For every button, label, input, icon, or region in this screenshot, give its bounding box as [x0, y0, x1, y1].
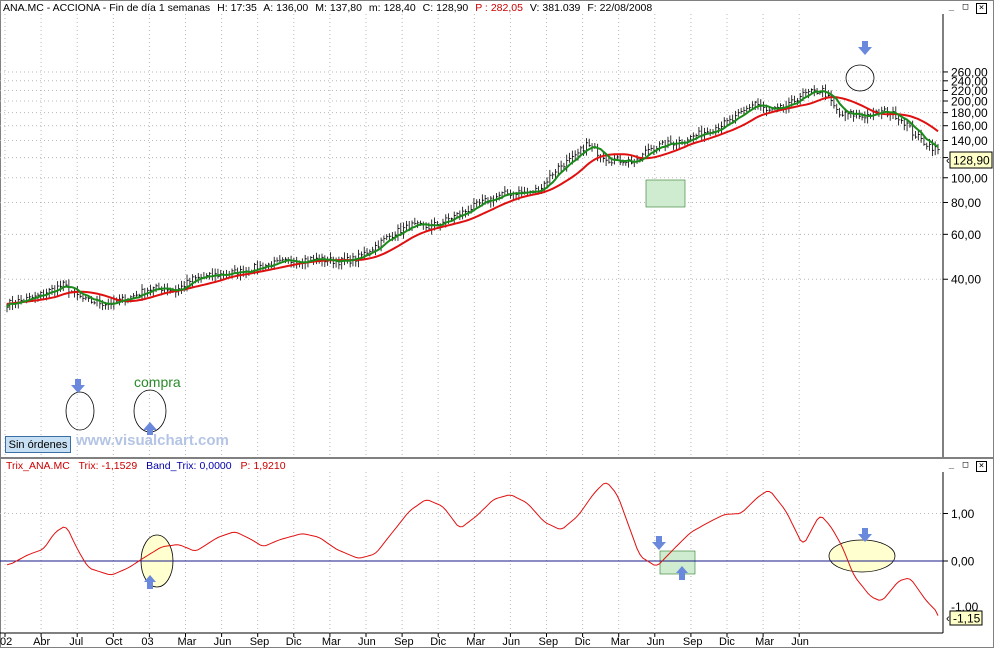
- time-tick-label: 02: [0, 636, 12, 648]
- fast-moving-average-line: [6, 89, 939, 308]
- high-value: 137,80: [330, 2, 362, 14]
- date-label: F:: [587, 2, 596, 14]
- last-price-marker-icon: ‹: [946, 155, 950, 167]
- time-tick-label: Sep: [683, 636, 703, 648]
- consolidation-box: [645, 179, 686, 208]
- symbol-label: ANA.MC - ACCIONA: [3, 2, 100, 14]
- low-value: 128,40: [384, 2, 416, 14]
- price-tick-label: 140,00: [951, 134, 988, 148]
- buy-ellipse-1: [65, 391, 95, 431]
- trix-sell-ellipse: [828, 539, 896, 573]
- time-tick-label: Jun: [214, 636, 232, 648]
- minimize-icon[interactable]: _: [948, 2, 955, 12]
- time-tick-label: Jun: [647, 636, 665, 648]
- time-tick-label: Mar: [322, 636, 341, 648]
- buy-annotation: compra: [134, 374, 181, 390]
- close-value: 128,90: [436, 2, 468, 14]
- last-trix-marker-icon: ‹: [946, 613, 950, 625]
- trix-axis: 1,00 0,00: [943, 507, 975, 569]
- last-trix-value: -1,15: [953, 612, 981, 626]
- price-tick-label: 60,00: [951, 228, 981, 242]
- last-price-tag: ‹ 128,90: [946, 151, 993, 169]
- time-tick-label: Mar: [178, 636, 197, 648]
- orders-button[interactable]: Sin órdenes: [5, 436, 71, 453]
- time-tick-label: Mar: [466, 636, 485, 648]
- time-tick-label: Oct: [105, 636, 122, 648]
- trix-header: Trix_ANA.MC Trix: -1,1529 Band_Trix: 0,000…: [6, 460, 286, 472]
- maximize-icon[interactable]: □: [962, 460, 969, 470]
- time-tick-label: Jun: [502, 636, 520, 648]
- price-tick-label: 100,00: [951, 171, 988, 185]
- p-label: P :: [475, 2, 488, 14]
- watermark: www.visualchart.com: [76, 432, 229, 449]
- last-trix-tag: ‹ -1,15: [946, 610, 983, 626]
- price-tick-label: 200,00: [951, 95, 988, 109]
- trix-label: Trix:: [79, 460, 99, 472]
- trix-line: [6, 482, 939, 616]
- high-label: M:: [315, 2, 327, 14]
- arrow-down-icon: [858, 41, 872, 55]
- last-price-value: 128,90: [953, 154, 990, 168]
- open-value: 136,00: [276, 2, 308, 14]
- time-tick-label: Sep: [394, 636, 414, 648]
- trix-tick-label: 0,00: [951, 555, 975, 569]
- time-tick-label: Dic: [286, 636, 302, 648]
- time-tick-label: Dic: [719, 636, 735, 648]
- arrow-down-icon: [71, 379, 85, 393]
- volume-value: 381.039: [542, 2, 580, 14]
- close-icon[interactable]: ×: [976, 461, 987, 472]
- time-tick-label: Mar: [611, 636, 630, 648]
- price-header: ANA.MC - ACCIONA - Fin de día 1 semanas …: [3, 2, 652, 14]
- price-tick-label: 220,00: [951, 84, 988, 98]
- price-tick-label: 80,00: [951, 196, 981, 210]
- trix-tick-label: 1,00: [951, 507, 975, 521]
- time-tick-label: Sep: [250, 636, 270, 648]
- time-tick-label: Sep: [539, 636, 559, 648]
- minimize-icon[interactable]: _: [948, 460, 955, 470]
- period-label: Fin de día 1 semanas: [109, 2, 210, 14]
- sell-ellipse: [845, 64, 875, 92]
- low-label: m:: [369, 2, 381, 14]
- price-tick-label: 260,00: [951, 65, 988, 79]
- time-axis: 02 Abr Jul Oct 03 Mar Jun Sep Dic Mar Jun Sep Dic Mar…: [0, 633, 809, 648]
- time-tick-label: Jul: [69, 636, 83, 648]
- p-value: 282,05: [491, 2, 523, 14]
- trix-indicator-name: Trix_ANA.MC: [6, 460, 70, 472]
- time-tick-label: Jun: [358, 636, 376, 648]
- close-label: C:: [423, 2, 434, 14]
- hour-label: H:: [217, 2, 228, 14]
- band-value: 0,0000: [199, 460, 231, 472]
- time-tick-label: Mar: [755, 636, 774, 648]
- time-tick-label: Dic: [430, 636, 446, 648]
- slow-moving-average-line: [6, 96, 939, 305]
- volume-label: V:: [530, 2, 540, 14]
- band-label: Band_Trix:: [146, 460, 196, 472]
- price-tick-label: 160,00: [951, 119, 988, 133]
- arrow-up-icon: [143, 422, 157, 435]
- price-panel-frame: [0, 0, 994, 458]
- open-label: A:: [263, 2, 273, 14]
- trix-p-label: P:: [241, 460, 251, 472]
- close-icon[interactable]: ×: [976, 3, 987, 14]
- hour-value: 17:35: [231, 2, 257, 14]
- arrow-up-icon: [676, 566, 688, 580]
- maximize-icon[interactable]: □: [962, 2, 969, 12]
- price-tick-label: 180,00: [951, 106, 988, 120]
- time-tick-label: Jun: [791, 636, 809, 648]
- date-value: 22/08/2008: [600, 2, 653, 14]
- trix-p-value: 1,9210: [253, 460, 285, 472]
- arrow-down-icon: [858, 528, 872, 542]
- time-tick-label: 03: [141, 636, 153, 648]
- arrow-up-icon: [144, 575, 156, 589]
- price-tick-label: 240,00: [951, 74, 988, 88]
- price-tick-label: 40,00: [951, 273, 981, 287]
- trix-box: [659, 550, 696, 575]
- time-tick-label: Dic: [575, 636, 591, 648]
- trix-value: -1,1529: [102, 460, 138, 472]
- time-tick-label: Abr: [33, 636, 50, 648]
- arrow-down-icon: [652, 536, 666, 550]
